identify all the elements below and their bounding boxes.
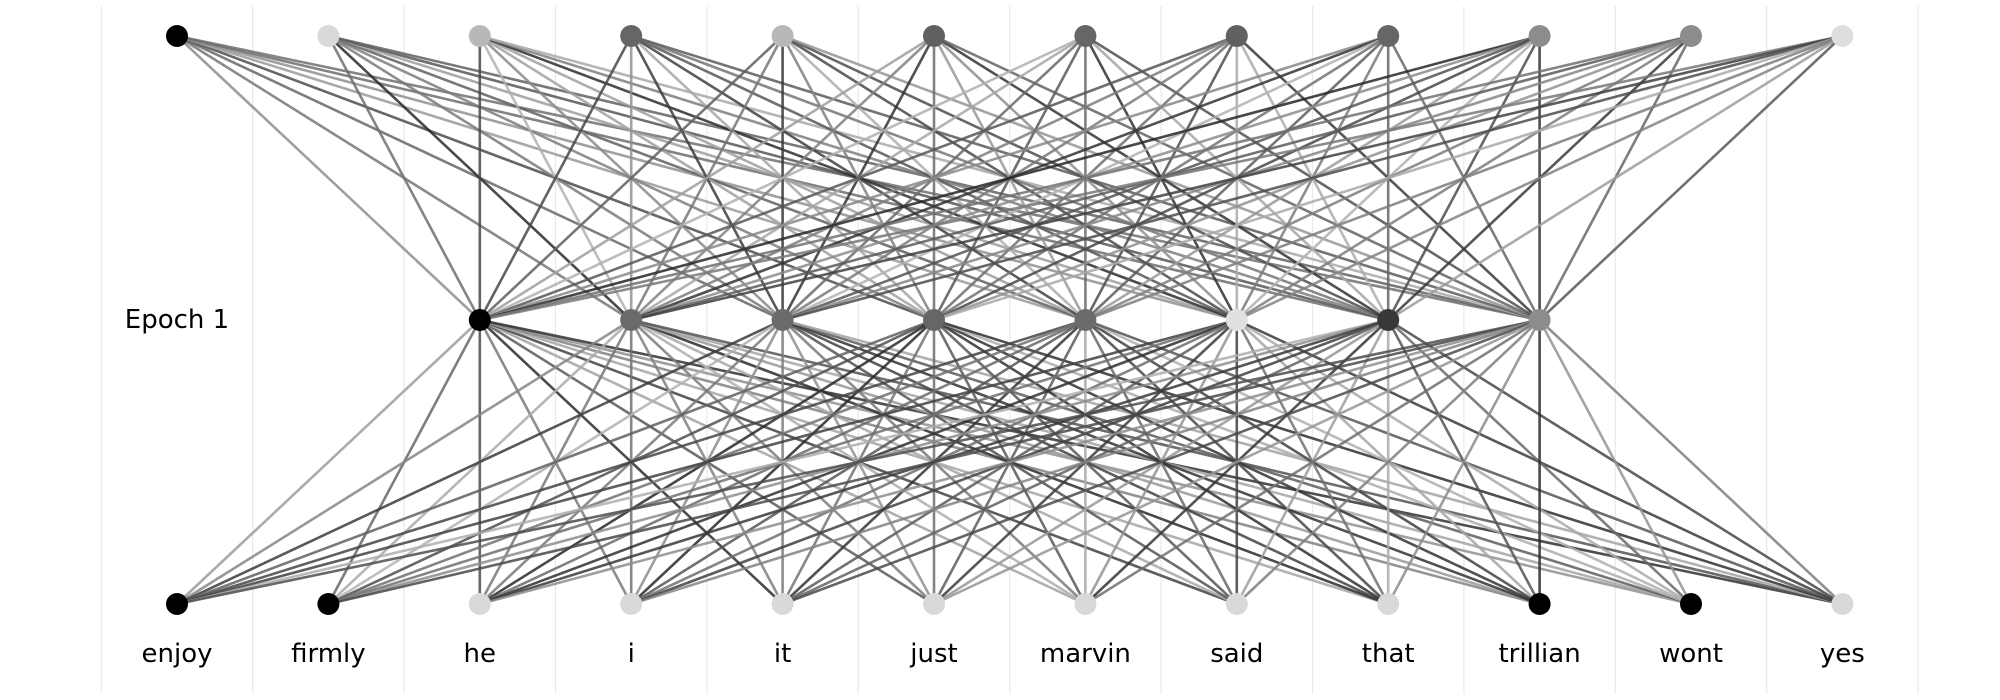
input-node	[1377, 25, 1400, 47]
edge	[630, 318, 1540, 606]
hidden-node	[1377, 309, 1400, 331]
edge	[478, 35, 784, 321]
edge	[176, 318, 1086, 606]
input-node	[771, 25, 794, 47]
edge	[479, 34, 1843, 322]
edge	[478, 35, 633, 321]
vocab-label-said: said	[1210, 639, 1263, 669]
edge	[1084, 34, 1843, 322]
edge	[1387, 34, 1844, 322]
output-node	[1377, 593, 1400, 615]
edge	[1538, 35, 1844, 321]
input-node	[1680, 25, 1702, 47]
edge	[1538, 319, 1844, 605]
edge	[176, 318, 1389, 606]
edge	[327, 35, 481, 321]
vocab-label-marvin: marvin	[1040, 639, 1131, 669]
output-node	[923, 593, 945, 615]
output-node	[1528, 593, 1551, 615]
edge	[479, 34, 1389, 322]
vocab-label-it: it	[774, 639, 791, 669]
edge	[1236, 34, 1843, 322]
vocab-label-trillian: trillian	[1498, 639, 1580, 669]
edge	[933, 34, 1843, 322]
epoch-label: Epoch 1	[125, 305, 229, 335]
input-node	[1831, 25, 1854, 47]
hidden-node	[771, 309, 794, 331]
hidden-node	[1528, 309, 1551, 331]
input-node	[923, 25, 945, 47]
edge	[782, 34, 1843, 322]
hidden-node	[620, 309, 643, 331]
output-node	[1831, 593, 1854, 615]
edge	[176, 35, 481, 321]
output-node	[317, 593, 340, 615]
hidden-node	[468, 309, 491, 331]
edge	[479, 34, 1238, 322]
vocab-label-wont: wont	[1659, 639, 1723, 669]
input-node	[1074, 25, 1097, 47]
input-node	[468, 25, 491, 47]
vocab-label-firmly: firmly	[291, 639, 366, 669]
output-node	[1680, 593, 1702, 615]
nodes	[166, 25, 1854, 615]
edge	[933, 318, 1541, 606]
input-node	[1225, 25, 1248, 47]
output-node	[1074, 593, 1097, 615]
hidden-node	[1074, 309, 1097, 331]
edge	[479, 34, 1540, 322]
edge	[1235, 319, 1541, 605]
edge	[1538, 319, 1693, 605]
edge	[782, 318, 1541, 606]
edge	[328, 318, 1540, 606]
vocab-label-enjoy: enjoy	[142, 639, 213, 669]
edge	[176, 318, 784, 606]
edge	[176, 318, 935, 606]
vocab-label-yes: yes	[1820, 639, 1865, 669]
input-node	[317, 25, 340, 47]
input-node	[1528, 25, 1551, 47]
edge	[1387, 319, 1541, 605]
edge	[176, 318, 1540, 606]
vocab-label-i: i	[628, 639, 635, 669]
edge	[479, 34, 1086, 322]
edge	[176, 319, 481, 605]
vocabulary-labels: enjoy firmly he i it just marvin said that trilli…	[142, 639, 1865, 669]
output-node	[166, 593, 188, 615]
output-node	[1225, 593, 1248, 615]
hidden-node	[1225, 309, 1248, 331]
input-node	[166, 25, 188, 47]
edge	[630, 34, 1843, 322]
edge	[1084, 318, 1541, 606]
vocab-label-that: that	[1362, 639, 1415, 669]
output-node	[468, 593, 491, 615]
output-node	[620, 593, 643, 615]
vocab-label-just: just	[909, 639, 957, 669]
edge	[479, 34, 935, 322]
edges	[176, 34, 1844, 606]
edge	[176, 318, 1238, 606]
input-node	[620, 25, 643, 47]
edge	[479, 34, 1692, 322]
hidden-node	[923, 309, 945, 331]
vocab-label-he: he	[464, 639, 496, 669]
edge	[479, 318, 1540, 606]
output-node	[771, 593, 794, 615]
edge	[176, 318, 632, 606]
